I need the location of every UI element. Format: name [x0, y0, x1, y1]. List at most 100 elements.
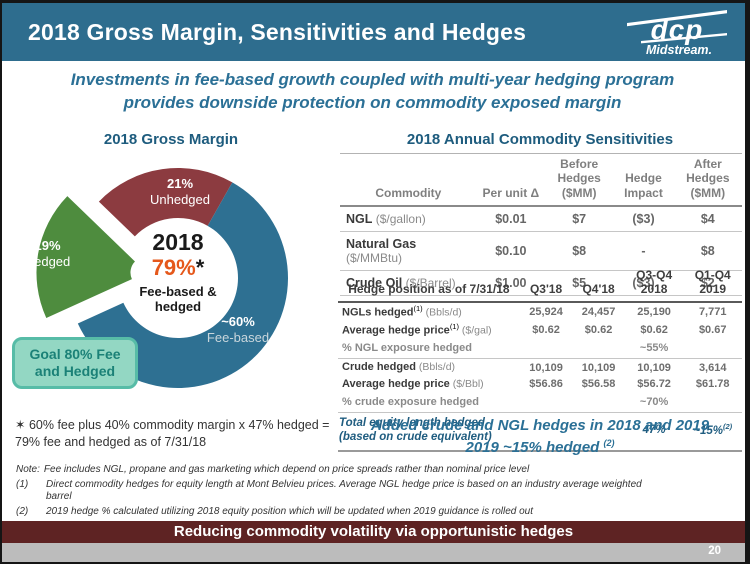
gross-margin-donut-chart: [36, 168, 288, 389]
hedge-row-label: % NGL exposure hedged: [338, 339, 520, 360]
hedge-value-cell: ~55%: [624, 339, 684, 360]
hedge-row: Average hedge price(1) ($/gal) $0.62 $0.62…: [338, 321, 742, 339]
hedge-value-cell: [572, 339, 625, 360]
footnote: (2) 2019 hedge % calculated utilizing 201…: [16, 506, 652, 519]
sensitivities-heading: 2018 Annual Commodity Sensitivities: [406, 131, 674, 148]
hedge-row: % crude exposure hedged ~70%: [338, 392, 742, 414]
sens-row: Natural Gas ($/MMBtu) $0.10 $8- $8: [340, 231, 742, 272]
commodity-cell: Natural Gas ($/MMBtu): [340, 231, 477, 272]
hedge-col-header: Q4'18: [572, 268, 625, 303]
slide-subtitle: Investments in fee-based growth coupled …: [70, 70, 675, 112]
footnote: (1) Direct commodity hedges for equity le…: [16, 479, 652, 504]
value-cell: ($3): [613, 206, 674, 233]
hedge-value-cell: 25,190: [637, 305, 671, 318]
hedge-row-label: Total equity length hedged (based on cru…: [338, 412, 520, 452]
footnote: Note: Fee includes NGL, propane and gas m…: [16, 464, 652, 477]
hedge-value-cell: [683, 339, 742, 360]
added-hedges-message: Added crude and NGL hedges in 2018 and 2…: [340, 415, 740, 459]
goal-badge: Goal 80% Fee and Hedged: [12, 337, 138, 389]
center-star: *: [195, 255, 205, 281]
hedge-value-cell: $56.86: [529, 378, 563, 391]
hedge-col-header: Q3-Q4 2018: [624, 268, 684, 303]
hedge-value-cell: 10,109: [637, 361, 671, 374]
donut-label-hedged: 19% Hedged: [24, 238, 71, 270]
logo-swoosh-top-icon: [627, 10, 727, 27]
sens-col-header: Before Hedges ($MM): [545, 153, 614, 208]
hedge-value-cell: ~15%(2): [683, 412, 742, 452]
hedge-row: Total equity length hedged (based on cru…: [338, 412, 742, 452]
page-title: 2018 Gross Margin, Sensitivities and Hed…: [28, 18, 527, 45]
donut-center-label: 2018 79%* Fee-based & hedged: [112, 229, 244, 315]
hedge-row-label: Crude hedged (Bbls/d): [342, 361, 456, 374]
hedge-value-cell: $0.62: [584, 323, 613, 336]
value-cell: -: [613, 231, 674, 272]
logo-swoosh-bottom-icon: [641, 33, 727, 44]
gross-margin-footnote: ✶ 60% fee plus 40% commodity margin x 47…: [15, 418, 330, 449]
hedge-position-table: Hedge position as of 7/31/18 Q3'18 Q4'18 Q…: [338, 268, 742, 452]
hedge-header-row: Hedge position as of 7/31/18 Q3'18 Q4'18 Q…: [338, 268, 742, 303]
hedge-value-cell: 7,771: [698, 305, 727, 318]
hedge-value-cell: [572, 412, 625, 452]
footnote-text: Direct commodity hedges for equity lengt…: [46, 478, 642, 503]
hedge-value-cell: ~70%: [624, 392, 684, 414]
hedge-value-cell: $0.67: [698, 323, 727, 336]
value-cell: $0.10: [476, 231, 546, 272]
dcp-midstream-logo: dcp Midstream.: [627, 10, 727, 56]
donut-segment-hedged: [36, 196, 135, 318]
commodity-cell: NGL ($/gallon): [340, 206, 477, 233]
sens-col-header: Commodity: [340, 153, 477, 208]
hedge-value-cell: 10,109: [529, 361, 563, 374]
donut-segment-fee-based: [77, 182, 288, 389]
hedge-value-cell: [519, 392, 573, 414]
hedge-header-label: Hedge position as of 7/31/18: [338, 268, 520, 303]
donut-segment-unhedged: [98, 168, 233, 237]
hedge-row-label: % crude exposure hedged: [338, 392, 520, 414]
hedge-row: Crude hedged (Bbls/d) 10,109 10,109 10,109 3…: [338, 359, 742, 376]
value-cell: $4: [673, 206, 742, 233]
hedge-row: NGLs hedged(1) (Bbls/d) 25,924 24,457 25,19…: [338, 302, 742, 321]
hedge-col-header: Q1-Q4 2019: [683, 268, 742, 303]
footnote-prefix: (2): [16, 505, 29, 517]
sens-col-header: After Hedges ($MM): [673, 153, 742, 208]
footnote-text: 2019 hedge % calculated utilizing 2018 e…: [46, 505, 534, 517]
hedge-value-cell: [519, 339, 573, 360]
value-cell: $8: [545, 231, 614, 272]
footnote-text: Fee includes NGL, propane and gas market…: [43, 464, 530, 475]
header-band: 2018 Gross Margin, Sensitivities and Hed…: [2, 3, 745, 61]
sensitivities-header-row: Commodity Per unit Δ Before Hedges ($MM) He…: [340, 153, 742, 208]
hedge-value-cell: $0.62: [640, 323, 668, 336]
page-number: 20: [708, 545, 721, 557]
hedge-value-cell: [683, 392, 742, 414]
hedge-value-cell: 24,457: [581, 305, 616, 318]
hedge-value-cell: $56.58: [581, 378, 616, 391]
hedge-value-cell: $56.72: [637, 378, 671, 391]
hedge-row: % NGL exposure hedged ~55%: [338, 339, 742, 360]
sens-row: NGL ($/gallon) $0.01 $7 ($3) $4: [340, 206, 742, 233]
hedge-value-cell: 25,924: [529, 305, 563, 318]
value-cell: $8: [673, 231, 742, 272]
hedge-value-cell: 10,109: [581, 361, 616, 374]
hedge-value-cell: 3,614: [698, 361, 727, 374]
hedge-value-cell: [572, 392, 625, 414]
hedge-value-cell: $61.78: [695, 378, 730, 391]
footnote-prefix: (1): [16, 478, 29, 490]
donut-label-unhedged: 21% Unhedged: [150, 176, 210, 208]
hedge-col-header: Q3'18: [519, 268, 573, 303]
footnote-prefix: Note:: [16, 464, 40, 475]
added-hedges-sup: (2): [603, 437, 615, 448]
hedge-row-label: NGLs hedged(1) (Bbls/d): [342, 303, 462, 319]
gross-margin-heading: 2018 Gross Margin: [103, 131, 239, 148]
donut-label-fee-based: ~60% Fee-based: [206, 314, 270, 346]
logo-sub-text: Midstream.: [646, 43, 712, 56]
hedge-row-label: Average hedge price ($/Bbl): [342, 378, 484, 391]
hedge-value-cell: $0.62: [532, 323, 560, 336]
footnotes-block: Note: Fee includes NGL, propane and gas m…: [16, 464, 652, 520]
added-hedges-line2: 2019 ~15% hedged: [465, 438, 600, 456]
footer-strip: 20: [2, 543, 745, 562]
center-caption: Fee-based & hedged: [139, 283, 217, 315]
value-cell: $0.01: [476, 206, 546, 233]
hedge-row: Average hedge price ($/Bbl) $56.86 $56.58 $…: [338, 376, 742, 393]
hedge-value-cell: [519, 412, 573, 452]
hedge-value-cell: 47%: [624, 412, 684, 452]
